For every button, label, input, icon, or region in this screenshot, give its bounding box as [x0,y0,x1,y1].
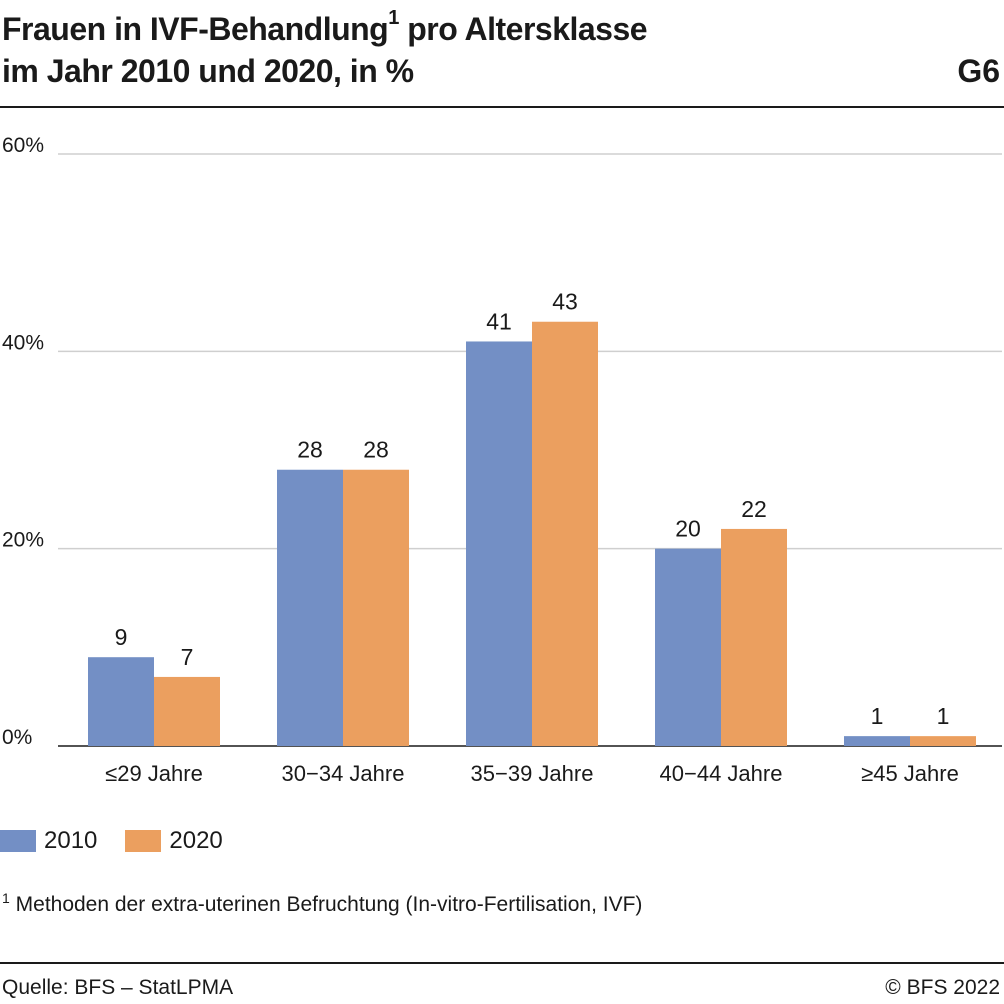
data-label-2010-2: 41 [486,308,512,334]
header-rule [0,106,1004,108]
data-label-2020-1: 28 [363,437,389,463]
title-main: Frauen in IVF-Behandlung [2,11,389,47]
bar-2020-0 [154,676,220,746]
bar-chart: 0% 20% 40% 60% 9 7 ≤29 Jahre 28 28 30−34 Jahre 41 4… [2,134,1002,786]
bar-2020-2 [532,321,598,746]
bar-2020-3 [721,528,787,746]
data-label-2010-3: 20 [675,516,701,542]
x-tick-label-4: ≥45 Jahre [861,761,959,786]
y-tick-label-60: 60% [2,134,44,157]
copyright-text: © BFS 2022 [885,976,1000,999]
source-text: Quelle: BFS – StatLPMA [2,976,234,999]
bar-2020-1 [343,469,409,746]
bar-2010-4 [844,736,910,746]
title-rest: pro Altersklasse [407,11,648,47]
data-label-2020-2: 43 [552,289,578,315]
legend-label-2010: 2010 [44,827,98,854]
legend-item-2020: 2020 [125,827,223,855]
footer-rule [0,962,1004,964]
data-label-2020-4: 1 [937,703,950,729]
legend-item-2010: 2010 [0,827,97,855]
bar-2010-0 [88,657,154,746]
legend-swatch-2010 [0,830,36,852]
bar-2010-1 [277,469,343,746]
data-label-2020-0: 7 [181,644,194,670]
title-footnote-marker: 1 [388,7,399,30]
footnote-text: Methoden der extra-uterinen Befruchtung … [15,893,643,916]
footnote: 1 Methoden der extra-uterinen Befruchtun… [2,890,642,917]
bar-2020-4 [910,736,976,746]
y-tick-label-20: 20% [2,529,44,552]
chart-title: Frauen in IVF-Behandlung1 pro Altersklas… [2,8,882,92]
data-label-2010-4: 1 [871,703,884,729]
x-tick-label-3: 40−44 Jahre [660,761,783,786]
y-tick-label-40: 40% [2,331,44,354]
bar-2010-3 [655,548,721,746]
x-tick-label-0: ≤29 Jahre [105,761,203,786]
data-label-2010-1: 28 [297,437,323,463]
data-label-2020-3: 22 [741,496,767,522]
footnote-marker: 1 [2,890,10,906]
y-tick-label-0: 0% [2,726,32,749]
bar-2010-2 [466,341,532,746]
data-label-2010-0: 9 [115,624,128,650]
legend-label-2020: 2020 [169,827,223,854]
x-tick-label-1: 30−34 Jahre [282,761,405,786]
graphic-number: G6 [957,53,1000,89]
legend: 2010 2020 [0,824,251,858]
legend-swatch-2020 [125,830,162,852]
x-tick-label-2: 35−39 Jahre [471,761,594,786]
title-line2: im Jahr 2010 und 2020, in % [2,53,414,89]
